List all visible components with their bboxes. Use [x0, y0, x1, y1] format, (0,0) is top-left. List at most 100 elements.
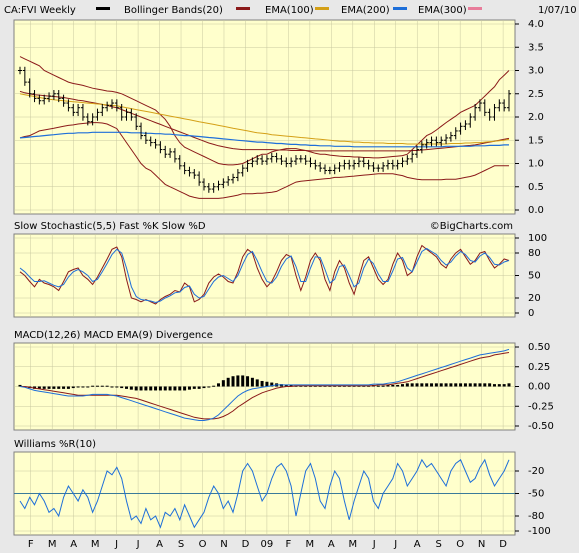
watermark: ©BigCharts.com — [430, 221, 513, 232]
divergence-bar — [289, 384, 293, 387]
x-tick-label: D — [242, 539, 250, 550]
price-bar — [250, 157, 255, 168]
price-bar — [337, 162, 342, 172]
divergence-bar — [18, 384, 22, 387]
y-tick-label: 2.0 — [528, 112, 544, 123]
divergence-bar — [313, 385, 317, 387]
divergence-bar — [454, 383, 458, 387]
divergence-bar — [91, 385, 95, 387]
x-tick-label: F — [286, 539, 292, 550]
price-bar — [415, 145, 420, 158]
divergence-bar — [100, 385, 104, 387]
price-bar — [201, 178, 206, 191]
divergence-bar — [507, 383, 511, 387]
divergence-bar — [405, 383, 409, 387]
price-bar — [274, 152, 279, 163]
price-bar — [347, 159, 352, 170]
divergence-bar — [318, 385, 322, 387]
divergence-bar — [352, 385, 356, 387]
price-bar — [323, 164, 328, 175]
divergence-bar — [308, 385, 312, 387]
divergence-bar — [139, 386, 143, 391]
price-bar — [71, 103, 76, 117]
y-tick-label: 0.50 — [528, 342, 550, 353]
price-bar — [114, 99, 119, 112]
divergence-bar — [260, 380, 264, 387]
legend-ema200: EMA(200) — [341, 5, 390, 16]
divergence-bar — [459, 383, 463, 387]
x-axis: F M A M J J A S O N D 09 F M A M J J A S O N D — [28, 539, 507, 550]
divergence-bar — [76, 386, 80, 388]
x-tick-label: F — [28, 539, 34, 550]
price-bar — [376, 164, 381, 172]
price-bar — [139, 122, 144, 140]
y-tick-label: 0.00 — [528, 382, 550, 393]
divergence-bar — [71, 386, 75, 389]
divergence-bar — [420, 383, 424, 387]
divergence-bar — [342, 385, 346, 387]
y-tick-label: 0 — [528, 308, 534, 319]
header: CA:FVI Weekly Bollinger Bands(20) EMA(10… — [4, 5, 577, 16]
x-tick-label: A — [70, 539, 77, 550]
divergence-bar — [463, 383, 467, 387]
price-bar — [342, 159, 347, 170]
divergence-bar — [47, 386, 51, 389]
price-bar — [400, 157, 405, 168]
price-bar — [352, 159, 357, 170]
price-bar — [153, 138, 158, 149]
price-bar — [211, 183, 216, 193]
symbol-label: CA:FVI Weekly — [4, 5, 76, 16]
divergence-bar — [492, 384, 496, 387]
x-tick-label: J — [372, 539, 376, 550]
price-bar — [129, 108, 134, 121]
y-tick-label: -20 — [528, 466, 544, 477]
y-tick-label: 2.5 — [528, 89, 544, 100]
price-bar — [434, 136, 439, 147]
price-bar — [356, 157, 361, 168]
divergence-bar — [323, 385, 327, 387]
legend-swatch-extra — [468, 7, 482, 10]
ema300-line — [19, 131, 509, 148]
bollinger-lower-line — [19, 122, 509, 199]
price-bar — [51, 90, 56, 100]
x-tick-label: A — [156, 539, 163, 550]
price-bar — [22, 66, 27, 86]
price-bar — [279, 155, 284, 165]
price-bar — [109, 99, 114, 110]
y-tick-label: -50 — [528, 489, 544, 500]
divergence-bar — [86, 386, 90, 388]
price-bar — [366, 159, 371, 170]
ema200-line — [19, 93, 510, 145]
macd-line — [19, 348, 510, 421]
price-bar — [255, 155, 260, 165]
divergence-bar — [250, 377, 254, 387]
price-bar — [80, 103, 85, 121]
price-bar — [85, 113, 90, 126]
price-bar — [235, 169, 240, 182]
divergence-bar — [304, 385, 308, 387]
divergence-bar — [183, 386, 187, 391]
price-bar — [42, 94, 47, 105]
y-tick-label: 0.5 — [528, 182, 544, 193]
price-bar — [182, 162, 187, 175]
divergence-bar — [439, 383, 443, 387]
x-tick-label: D — [499, 539, 507, 550]
price-bar — [134, 113, 139, 131]
divergence-bar — [226, 377, 230, 387]
price-bar — [284, 157, 289, 168]
price-bar — [332, 164, 337, 175]
macd-panel: MACD(12,26) MACD EMA(9) Divergence 0.50 0.… — [13, 330, 554, 432]
divergence-bar — [192, 386, 196, 389]
slow-d-line — [19, 247, 510, 304]
y-tick-label: 0.0 — [528, 205, 544, 216]
divergence-bar — [376, 385, 380, 387]
price-bar — [410, 150, 415, 163]
divergence-bar — [410, 383, 414, 387]
divergence-bar — [62, 386, 66, 389]
legend-swatch-bollinger — [96, 7, 110, 10]
divergence-bar — [328, 385, 332, 387]
price-bar — [264, 155, 269, 165]
price-bar — [100, 103, 105, 117]
divergence-bar — [52, 386, 56, 389]
price-bar — [172, 148, 177, 163]
